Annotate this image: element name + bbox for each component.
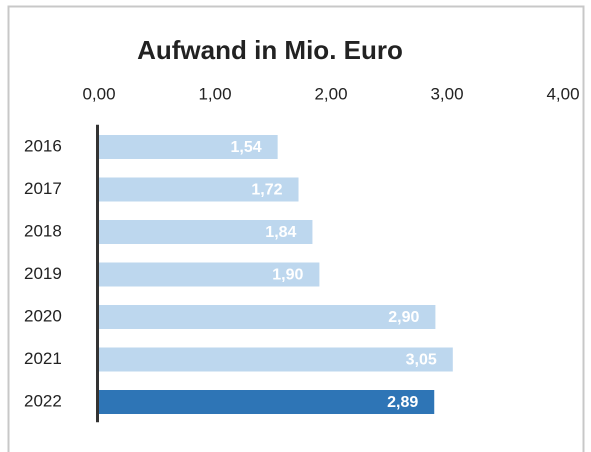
x-tick-label: 0,00 bbox=[82, 84, 115, 103]
chart-title: Aufwand in Mio. Euro bbox=[137, 35, 403, 65]
value-label: 1,90 bbox=[272, 267, 303, 284]
y-tick-label: 2017 bbox=[24, 179, 62, 198]
x-tick-label: 4,00 bbox=[546, 84, 579, 103]
y-tick-label: 2021 bbox=[24, 349, 62, 368]
value-label: 1,72 bbox=[251, 182, 282, 199]
value-label: 1,84 bbox=[265, 224, 296, 241]
bar bbox=[99, 220, 313, 244]
y-tick-label: 2019 bbox=[24, 264, 62, 283]
y-tick-label: 2020 bbox=[24, 306, 62, 325]
value-label: 3,05 bbox=[406, 352, 437, 369]
x-tick-label: 2,00 bbox=[314, 84, 347, 103]
value-label: 1,54 bbox=[230, 139, 261, 156]
bar bbox=[99, 262, 320, 287]
x-tick-label: 3,00 bbox=[430, 84, 463, 103]
bar bbox=[99, 305, 436, 329]
value-label: 2,90 bbox=[388, 309, 419, 326]
y-tick-label: 2016 bbox=[24, 136, 62, 155]
y-tick-label: 2018 bbox=[24, 221, 62, 240]
x-tick-label: 1,00 bbox=[198, 84, 231, 103]
bar bbox=[99, 390, 435, 414]
value-label: 2,89 bbox=[387, 394, 418, 411]
bar bbox=[99, 347, 453, 372]
bar bbox=[99, 177, 299, 202]
bar bbox=[99, 135, 278, 159]
y-tick-label: 2022 bbox=[24, 391, 62, 410]
